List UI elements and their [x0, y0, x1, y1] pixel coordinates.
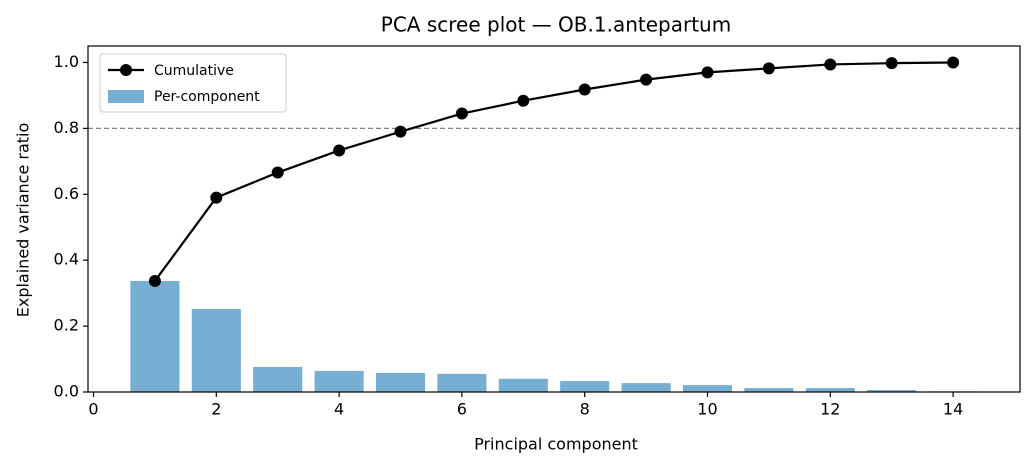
- y-axis-label: Explained variance ratio: [14, 123, 33, 318]
- y-tick-label: 0.8: [54, 118, 79, 137]
- line: [154, 61, 954, 282]
- y-tick-label: 0.6: [54, 184, 79, 203]
- legend-label: Per-component: [154, 89, 260, 105]
- axes-frame: [87, 45, 1021, 393]
- marker: [148, 274, 161, 287]
- x-tick-label: 10: [697, 400, 717, 419]
- x-tick-label: 14: [943, 400, 963, 419]
- x-tick-label: 0: [88, 400, 98, 419]
- marker: [517, 94, 530, 107]
- x-tick-label: 8: [580, 400, 590, 419]
- bar: [805, 388, 855, 392]
- legend-box: [99, 53, 287, 113]
- marker: [824, 58, 837, 71]
- y-tick-label: 1.0: [54, 52, 79, 71]
- x-tick-label: 12: [820, 400, 840, 419]
- marker: [885, 57, 898, 70]
- marker: [578, 83, 591, 96]
- bar: [437, 373, 487, 392]
- x-axis-label: Principal component: [474, 435, 638, 454]
- bar: [560, 381, 610, 392]
- marker: [394, 125, 407, 138]
- marker: [947, 56, 960, 69]
- bar: [498, 378, 548, 392]
- legend-marker: [120, 64, 132, 76]
- marker: [271, 166, 284, 179]
- marker: [210, 191, 223, 204]
- bar: [621, 383, 671, 392]
- marker: [701, 66, 714, 79]
- bar: [130, 280, 180, 392]
- x-tick-label: 4: [334, 400, 344, 419]
- bar: [314, 370, 364, 392]
- x-tick-label: 2: [211, 400, 221, 419]
- bar: [375, 372, 426, 392]
- bar: [191, 308, 241, 392]
- legend-swatch: [108, 90, 144, 103]
- y-tick-label: 0.0: [54, 382, 79, 401]
- bar: [744, 388, 794, 392]
- marker: [762, 62, 775, 75]
- legend-label: Cumulative: [154, 63, 234, 79]
- chart-title: PCA scree plot — OB.1.antepartum: [381, 13, 731, 37]
- marker: [333, 144, 346, 157]
- x-tick-label: 6: [457, 400, 467, 419]
- marker: [640, 73, 653, 86]
- bar: [682, 385, 733, 392]
- marker: [455, 107, 468, 120]
- y-tick-label: 0.2: [54, 316, 79, 335]
- bar: [253, 366, 303, 392]
- y-tick-label: 0.4: [54, 250, 79, 269]
- bar: [867, 390, 917, 392]
